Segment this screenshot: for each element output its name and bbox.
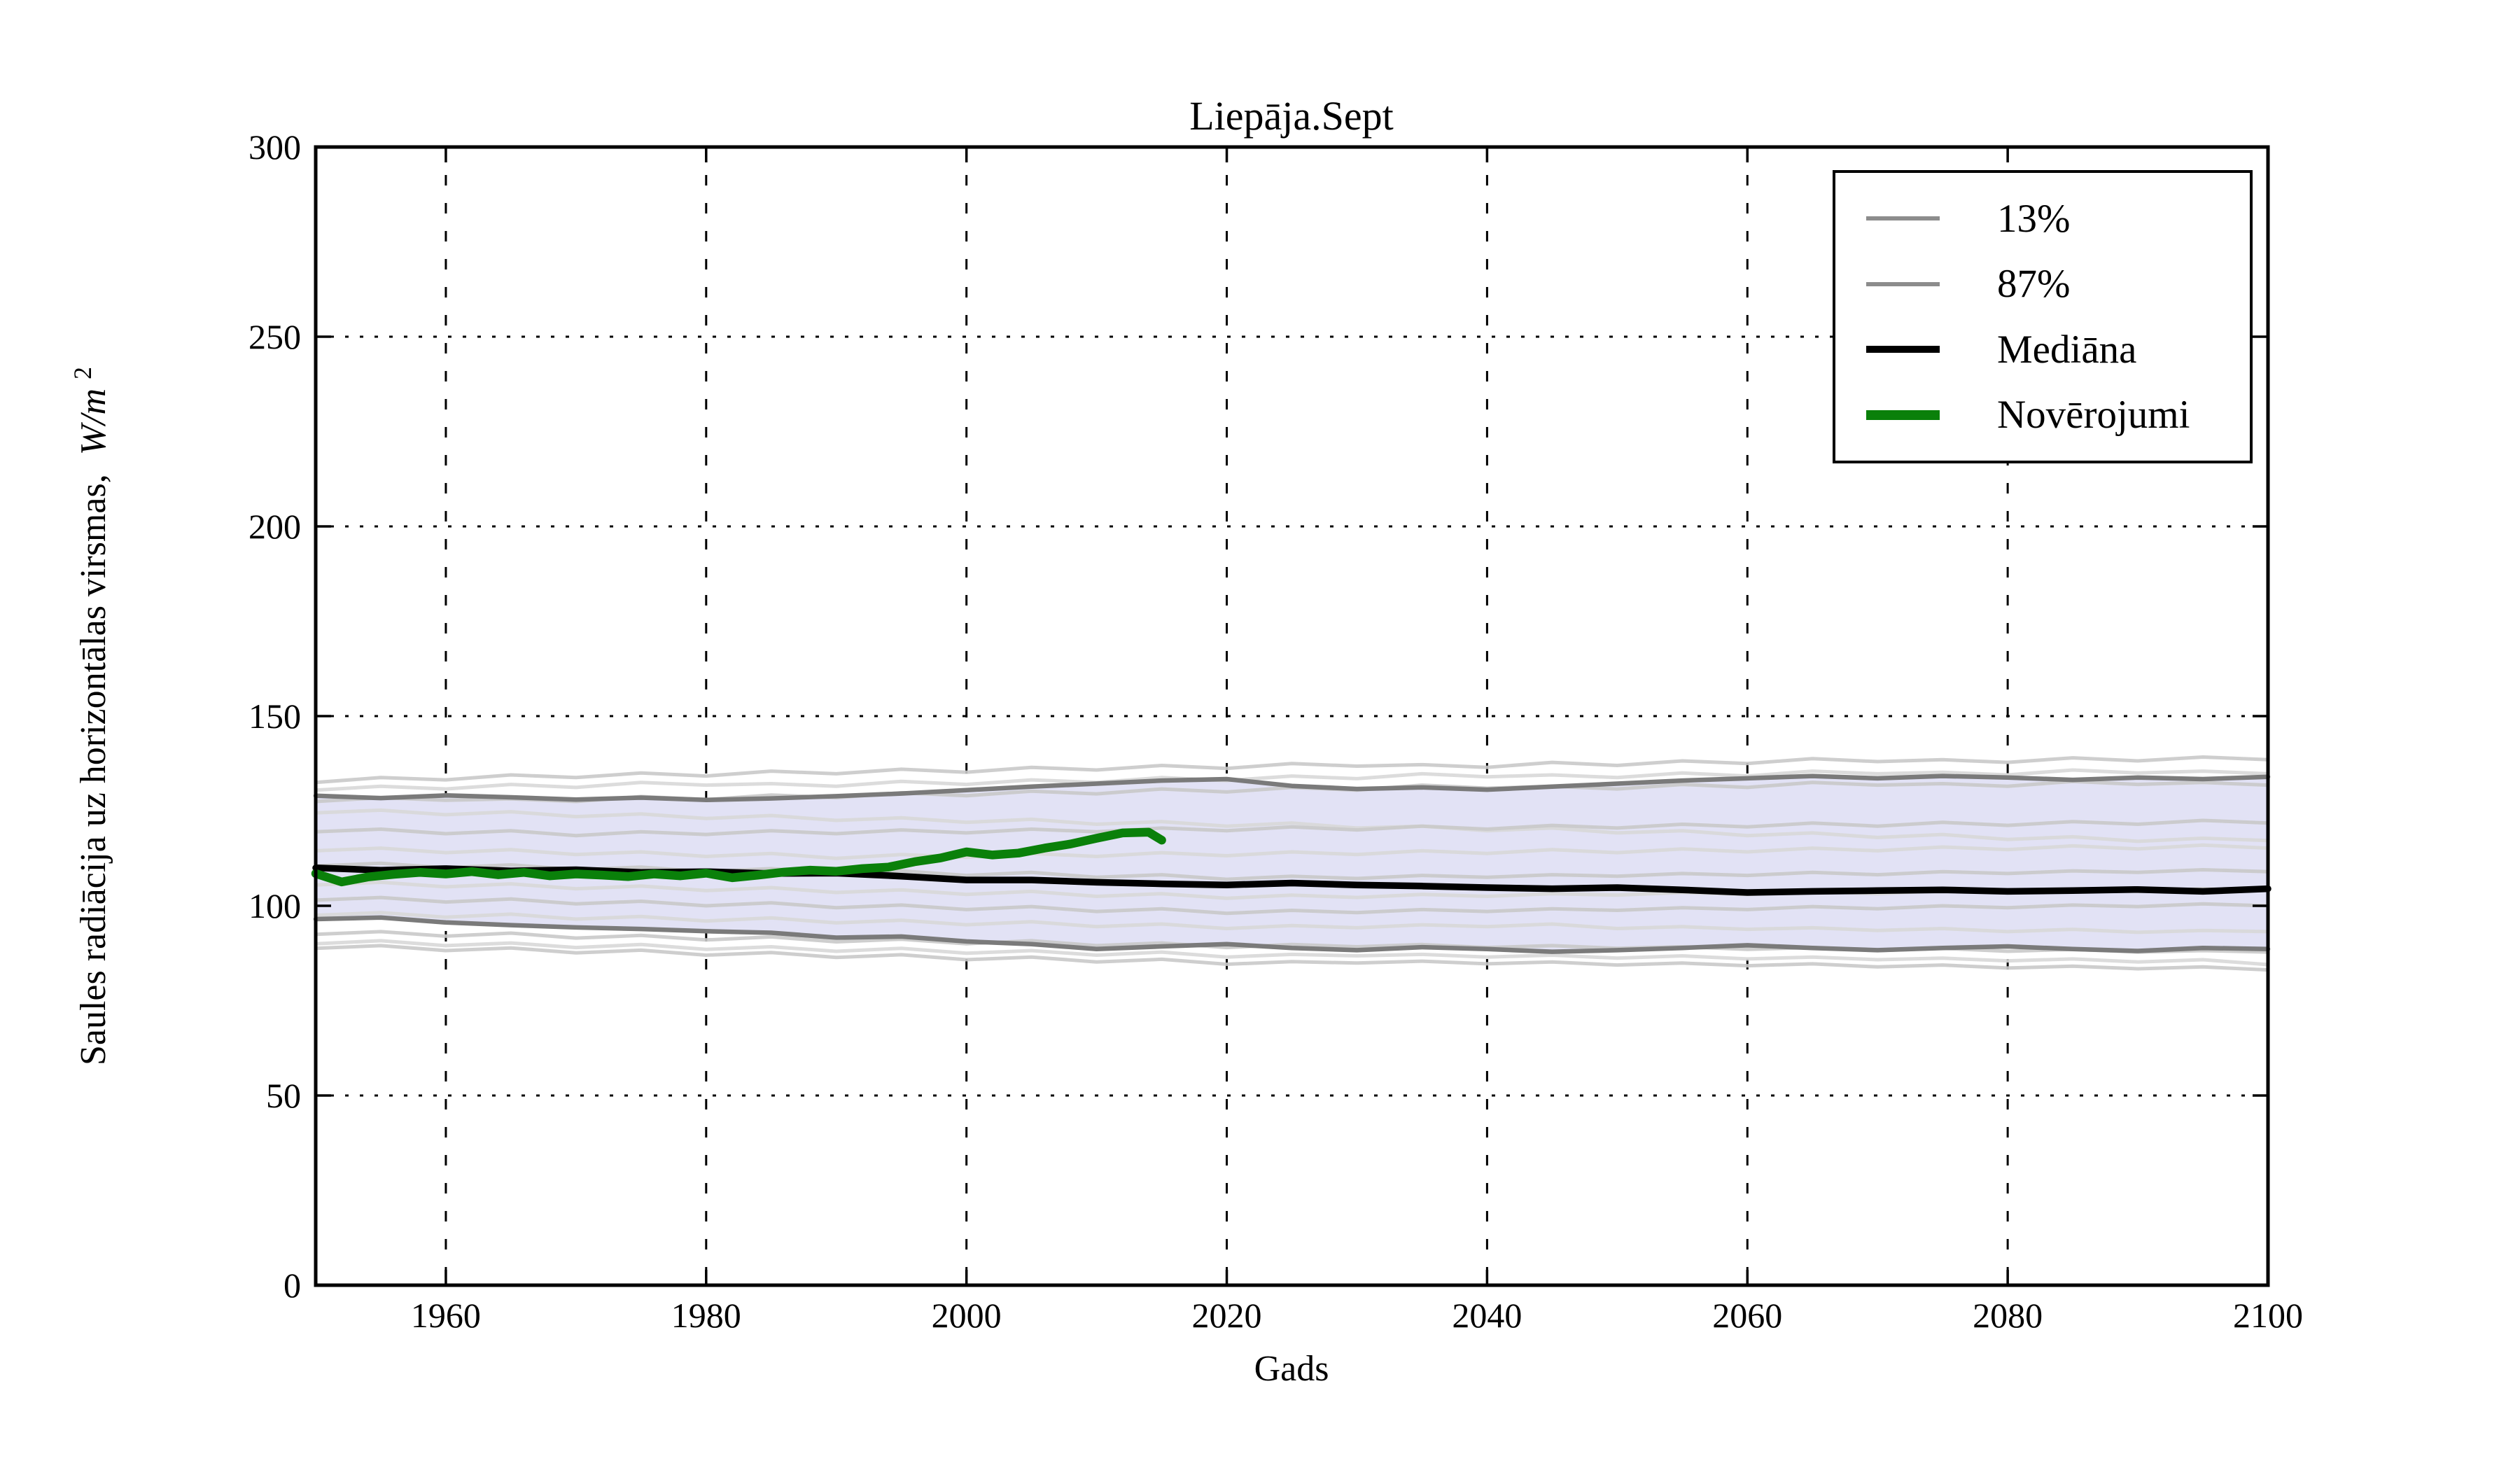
x-tick-label: 2060 bbox=[1712, 1296, 1782, 1335]
x-tick-label: 2100 bbox=[2233, 1296, 2303, 1335]
ensemble-run-line bbox=[315, 895, 2269, 916]
legend: 13% 87% Mediāna Novērojumi bbox=[1833, 170, 2253, 463]
chart-title: Liepāja.Sept bbox=[1189, 93, 1394, 139]
ensemble-run-line bbox=[315, 843, 2269, 860]
ensemble-run-line bbox=[315, 768, 2269, 792]
x-tick-label: 2000 bbox=[932, 1296, 1002, 1335]
y-tick-label: 100 bbox=[248, 886, 301, 925]
percentile-upper-line bbox=[313, 774, 2271, 803]
x-axis-label: Gads bbox=[1254, 1349, 1329, 1389]
tick-label-layer: 1960 1980 2000 2020 2040 2060 2080 2100 0 50 100 15… bbox=[248, 127, 2303, 1335]
ensemble-run-line bbox=[315, 861, 2269, 881]
legend-item-label: 13% bbox=[1997, 196, 2071, 241]
legend-sample-line bbox=[1866, 281, 1940, 286]
legend-item: Novērojumi bbox=[1835, 395, 2250, 435]
ensemble-run-line bbox=[315, 944, 2269, 972]
x-tick-label: 1960 bbox=[411, 1296, 481, 1335]
legend-sample-line bbox=[1866, 346, 1940, 354]
x-tick-label: 2020 bbox=[1192, 1296, 1262, 1335]
ensemble-run-line bbox=[315, 939, 2269, 967]
y-axis-label-text: Saules radiācija uz horizontālas virsmas… bbox=[74, 474, 113, 1065]
y-tick-label: 0 bbox=[284, 1266, 301, 1305]
ensemble-run-line bbox=[315, 808, 2269, 844]
legend-item-label: Novērojumi bbox=[1997, 393, 2190, 438]
observations-line bbox=[311, 827, 1166, 887]
ensemble-run-line bbox=[315, 818, 2269, 838]
y-tick-label: 200 bbox=[248, 507, 301, 546]
frame-layer bbox=[314, 145, 2270, 1287]
x-tick-label: 2040 bbox=[1452, 1296, 1522, 1335]
legend-item: 13% bbox=[1835, 199, 2250, 239]
ensemble-run-line bbox=[315, 755, 2269, 785]
y-tick-label: 50 bbox=[266, 1076, 301, 1115]
legend-item: 87% bbox=[1835, 264, 2250, 304]
legend-sample-line bbox=[1866, 410, 1940, 420]
ensemble-run-line bbox=[315, 911, 2269, 934]
legend-item: Mediāna bbox=[1835, 330, 2250, 370]
series-layer bbox=[311, 774, 2272, 954]
y-tick-label: 150 bbox=[248, 696, 301, 736]
legend-item-label: Mediāna bbox=[1997, 327, 2137, 372]
y-axis-label: Saules radiācija uz horizontālas virsmas… bbox=[69, 367, 113, 1065]
y-tick-label: 300 bbox=[248, 127, 301, 167]
legend-sample-line bbox=[1866, 216, 1940, 221]
legend-item-label: 87% bbox=[1997, 262, 2071, 307]
x-tick-label: 2080 bbox=[1973, 1296, 2043, 1335]
y-tick-label: 250 bbox=[248, 317, 301, 356]
y-axis-label-units: W/m bbox=[74, 388, 113, 455]
y-axis-label-exponent: 2 bbox=[69, 367, 97, 379]
x-tick-label: 1980 bbox=[671, 1296, 741, 1335]
percentile-lower-line bbox=[313, 915, 2271, 954]
